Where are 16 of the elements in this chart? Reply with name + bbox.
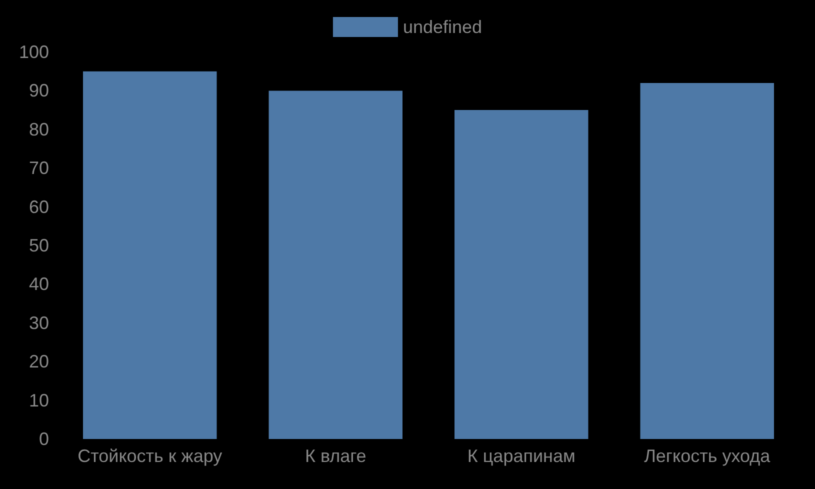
y-tick-label: 10 xyxy=(28,390,49,410)
y-tick-label: 0 xyxy=(38,429,49,449)
x-tick-label: К царапинам xyxy=(467,446,576,466)
x-tick-label: Стойкость к жару xyxy=(78,446,222,466)
y-tick-label: 80 xyxy=(28,119,49,140)
legend-label: undefined xyxy=(402,17,482,37)
x-tick-label: К влаге xyxy=(304,446,366,466)
x-tick-label: Легкость ухода xyxy=(644,446,772,466)
y-tick-label: 90 xyxy=(28,80,49,101)
y-tick-label: 40 xyxy=(28,274,49,294)
y-tick-label: 100 xyxy=(18,42,49,62)
y-tick-label: 30 xyxy=(28,312,49,333)
y-tick-label: 70 xyxy=(28,158,49,178)
y-tick-label: 60 xyxy=(28,196,49,217)
y-tick-label: 20 xyxy=(28,352,49,372)
y-tick-label: 50 xyxy=(28,236,49,256)
